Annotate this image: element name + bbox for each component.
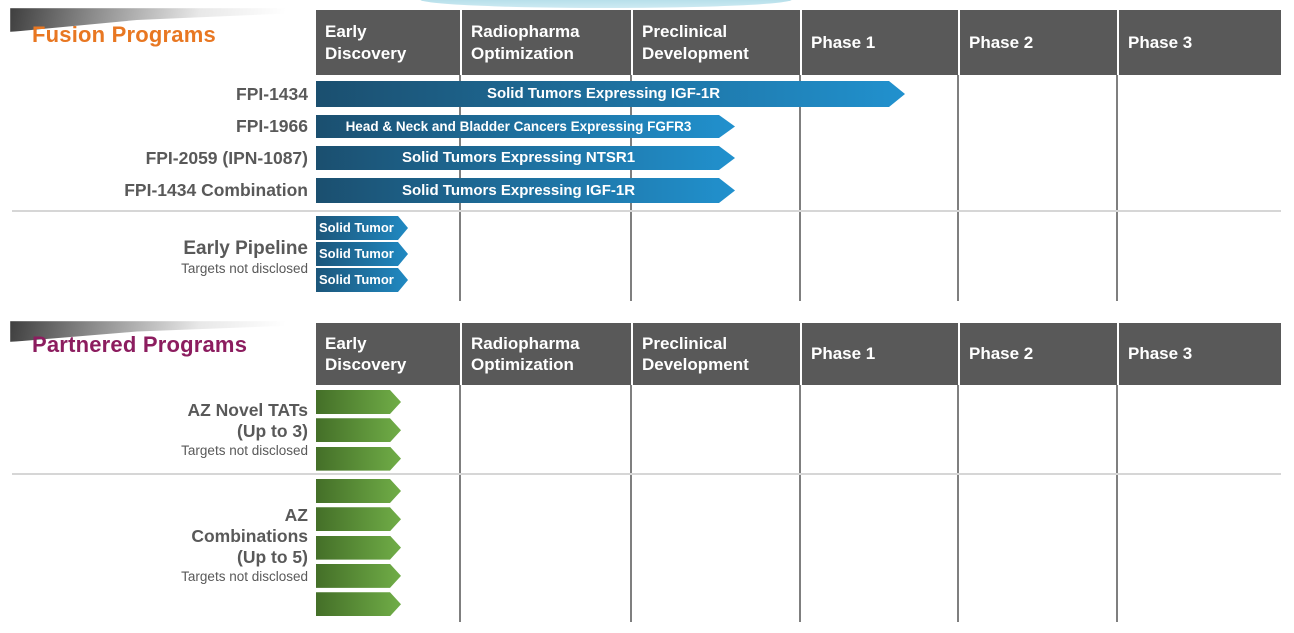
pipeline-bar-fpi-1966: Head & Neck and Bladder Cancers Expressi… xyxy=(316,115,735,138)
early-pipeline-label: Early Pipeline xyxy=(183,238,308,259)
program-label-fpi-1434: FPI-1434 xyxy=(236,84,308,104)
section-divider xyxy=(12,473,1281,475)
stage-header-phase-1: Phase 1 xyxy=(800,10,958,75)
stage-header-phase-2: Phase 2 xyxy=(958,10,1117,75)
partner-pipeline-arrow xyxy=(316,507,401,531)
column-gridline xyxy=(799,75,801,301)
early-pipeline-label-block: Early Pipeline Targets not disclosed xyxy=(8,238,308,277)
az-combinations-label-2: Combinations xyxy=(191,526,308,546)
az-novel-tats-label: AZ Novel TATs xyxy=(187,400,308,420)
column-gridline xyxy=(1116,385,1118,622)
stage-header-phase-3: Phase 3 xyxy=(1117,323,1281,385)
stage-header-phase-1: Phase 1 xyxy=(800,323,958,385)
stage-header-preclinical-development: Preclinical Development xyxy=(631,323,800,385)
az-combinations-sublabel: Targets not disclosed xyxy=(181,569,308,584)
early-pipeline-arrow: Solid Tumor xyxy=(316,268,408,292)
fusion-section-title: Fusion Programs xyxy=(32,22,216,47)
az-combinations-count: (Up to 5) xyxy=(237,547,308,567)
column-gridline xyxy=(957,75,959,301)
az-novel-tats-arrows xyxy=(316,390,401,475)
az-combinations-arrows xyxy=(316,479,401,620)
partnered-stage-header: Early Discovery Radiopharma Optimization… xyxy=(316,323,1281,385)
pipeline-bar-fpi-1434: Solid Tumors Expressing IGF-1R xyxy=(316,81,905,107)
early-pipeline-arrow: Solid Tumor xyxy=(316,216,408,240)
top-arc-decoration xyxy=(420,0,792,8)
early-pipeline-arrow: Solid Tumor xyxy=(316,242,408,266)
partner-pipeline-arrow xyxy=(316,536,401,560)
pipeline-bar-fpi-2059: Solid Tumors Expressing NTSR1 xyxy=(316,146,735,170)
stage-header-radiopharma-optimization: Radiopharma Optimization xyxy=(460,10,631,75)
partner-pipeline-arrow xyxy=(316,390,401,414)
column-gridline xyxy=(1116,75,1118,301)
partner-pipeline-arrow xyxy=(316,592,401,616)
stage-header-early-discovery: Early Discovery xyxy=(325,22,407,63)
az-combinations-label-1: AZ xyxy=(284,505,308,525)
program-label-fpi-2059: FPI-2059 (IPN-1087) xyxy=(145,148,308,168)
stage-header-phase-3: Phase 3 xyxy=(1117,10,1281,75)
partner-pipeline-arrow xyxy=(316,418,401,442)
stage-header-phase-2: Phase 2 xyxy=(958,323,1117,385)
column-gridline xyxy=(459,385,461,622)
stage-header-preclinical-development: Preclinical Development xyxy=(631,10,800,75)
partner-pipeline-arrow xyxy=(316,564,401,588)
column-gridline xyxy=(799,385,801,622)
stage-header-radiopharma-optimization: Radiopharma Optimization xyxy=(460,323,631,385)
column-gridline xyxy=(957,385,959,622)
partnered-section-title: Partnered Programs xyxy=(32,332,248,357)
az-novel-tats-count: (Up to 3) xyxy=(237,421,308,441)
az-novel-tats-label-block: AZ Novel TATs (Up to 3) Targets not disc… xyxy=(8,400,308,459)
section-divider xyxy=(12,210,1281,212)
partner-pipeline-arrow xyxy=(316,479,401,503)
partner-pipeline-arrow xyxy=(316,447,401,471)
pipeline-bar-fpi-1434-combination: Solid Tumors Expressing IGF-1R xyxy=(316,178,735,203)
program-label-fpi-1434-combination: FPI-1434 Combination xyxy=(124,180,308,200)
az-combinations-label-block: AZ Combinations (Up to 5) Targets not di… xyxy=(8,505,308,585)
program-label-fpi-1966: FPI-1966 xyxy=(236,116,308,136)
az-novel-tats-sublabel: Targets not disclosed xyxy=(181,443,308,458)
early-pipeline-sublabel: Targets not disclosed xyxy=(181,261,308,276)
column-gridline xyxy=(630,385,632,622)
stage-header-early-discovery: Early Discovery xyxy=(325,333,407,374)
fusion-stage-header: Early Discovery Radiopharma Optimization… xyxy=(316,10,1281,75)
